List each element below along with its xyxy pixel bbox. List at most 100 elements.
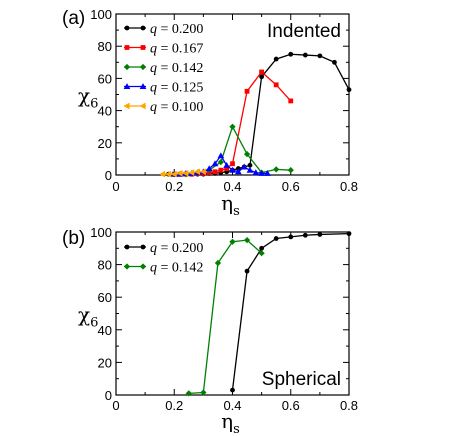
data-point <box>217 152 225 159</box>
x-tick-label: 0.2 <box>165 398 183 413</box>
data-point <box>223 161 231 168</box>
data-point <box>211 160 219 167</box>
data-point <box>200 168 206 176</box>
legend-marker <box>139 263 147 270</box>
x-tick-label: 0 <box>112 398 119 413</box>
legend-label: q = 0.100 <box>150 100 203 115</box>
legend-marker <box>124 244 130 250</box>
x-tick-label: 0 <box>112 179 119 194</box>
y-axis-label: χ6 <box>78 84 98 112</box>
data-point <box>259 245 265 251</box>
y-tick-label: 80 <box>98 258 112 273</box>
data-point <box>287 167 294 174</box>
data-point <box>230 387 235 393</box>
y-tick-label: 40 <box>98 104 112 119</box>
data-point <box>259 69 265 75</box>
data-point <box>302 52 308 58</box>
data-point <box>317 53 323 59</box>
chart-panel-b: 0 0.2 0.4 0.6 0.8 0 20 40 60 80 100 χ6 ηs (b) Spherica… <box>62 225 358 436</box>
legend-entry: q = 0.142 <box>123 261 203 276</box>
data-point <box>217 159 224 166</box>
legend-label: q = 0.142 <box>150 61 203 76</box>
x-tick-label: 0.8 <box>340 398 358 413</box>
data-point <box>182 170 189 177</box>
legend-entry: q = 0.125 <box>123 81 203 96</box>
data-point <box>194 168 201 176</box>
legend-entry: q = 0.200 <box>124 22 203 37</box>
data-point <box>258 250 265 257</box>
data-point <box>234 168 242 175</box>
data-point <box>258 170 265 176</box>
data-point <box>246 166 254 173</box>
x-tick-label: 0.6 <box>282 398 300 413</box>
data-point <box>346 87 352 93</box>
data-point <box>288 51 294 57</box>
panel-annotation: Indented <box>267 21 341 42</box>
legend-marker <box>123 263 131 270</box>
panel-label: (b) <box>62 228 85 249</box>
data-point <box>188 169 195 176</box>
y-tick-label: 20 <box>98 355 112 370</box>
data-point <box>273 166 280 173</box>
data-point <box>302 232 308 238</box>
y-tick-label: 80 <box>98 39 112 54</box>
y-tick-label: 0 <box>105 388 112 403</box>
data-point <box>200 389 207 396</box>
data-point <box>273 56 279 62</box>
y-tick-label: 60 <box>98 290 112 305</box>
legend-entry: q = 0.200 <box>124 241 203 256</box>
data-point <box>212 169 218 175</box>
data-point <box>205 165 213 172</box>
legend-entry: q = 0.142 <box>123 61 203 76</box>
series-q-0-100 <box>159 168 206 178</box>
data-point <box>243 150 251 158</box>
legend-label: q = 0.167 <box>150 42 203 57</box>
series-line <box>231 232 350 391</box>
y-tick-label: 60 <box>98 71 112 86</box>
series-q-0-142 <box>185 237 265 397</box>
data-point <box>214 259 222 267</box>
data-point <box>259 74 265 80</box>
data-point <box>165 170 171 178</box>
data-point <box>288 98 294 104</box>
legend-marker <box>124 45 130 50</box>
data-point <box>273 82 279 88</box>
x-tick-label: 0.2 <box>165 179 183 194</box>
data-point <box>244 88 250 94</box>
data-point <box>170 170 177 178</box>
data-point <box>264 170 271 176</box>
legend-marker <box>140 244 146 250</box>
legend-marker <box>139 63 147 71</box>
data-point <box>218 167 224 173</box>
chart-panel-a: 0 0.2 0.4 0.6 0.8 0 20 40 60 80 100 χ6 ηs (a) Indented… <box>62 7 358 219</box>
data-point <box>229 238 236 245</box>
y-tick-label: 100 <box>90 7 112 22</box>
legend-marker <box>123 102 130 110</box>
x-axis-label: ηs <box>221 409 240 436</box>
y-tick-label: 100 <box>90 225 112 240</box>
data-point <box>247 162 253 168</box>
x-tick-label: 0.4 <box>223 398 241 413</box>
legend-marker <box>139 83 147 90</box>
data-point <box>243 237 251 244</box>
data-point <box>332 59 337 65</box>
data-point <box>230 161 235 167</box>
data-point <box>252 169 260 176</box>
legend-marker <box>140 25 146 31</box>
legend-entry: q = 0.100 <box>123 100 203 115</box>
y-tick-label: 20 <box>98 136 112 151</box>
data-point <box>229 166 236 173</box>
data-point <box>229 123 236 130</box>
y-axis-label: χ6 <box>78 303 98 331</box>
data-point <box>244 268 250 274</box>
x-tick-label: 0.4 <box>223 179 241 194</box>
x-tick-label: 0.6 <box>282 179 300 194</box>
data-point <box>224 166 230 171</box>
legend-label: q = 0.142 <box>150 261 203 276</box>
data-point <box>273 236 279 241</box>
y-tick-label: 0 <box>105 168 112 183</box>
legend-marker <box>123 83 131 90</box>
legend-marker <box>124 25 130 31</box>
data-point <box>159 170 166 178</box>
